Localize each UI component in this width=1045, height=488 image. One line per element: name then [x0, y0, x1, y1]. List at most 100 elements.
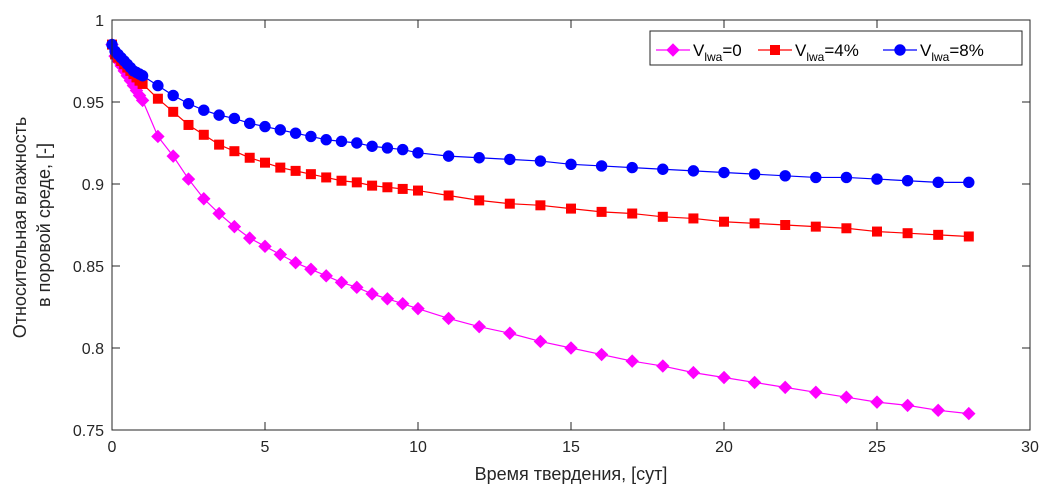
data-point [151, 129, 165, 144]
data-point [228, 112, 241, 125]
data-point [335, 135, 348, 148]
x-tick-label: 10 [409, 439, 427, 456]
data-point [596, 206, 607, 217]
data-point [260, 157, 270, 168]
data-point [839, 390, 854, 404]
data-point [748, 168, 761, 180]
data-point [687, 165, 700, 177]
data-point [412, 147, 424, 159]
data-point [566, 203, 576, 214]
data-point [288, 256, 303, 270]
data-point [872, 226, 882, 237]
data-point [779, 170, 791, 182]
legend-box [649, 30, 1023, 66]
legend-label-lwa-8: Vlwa=8% [920, 41, 984, 64]
legend-label-sub: lwa [806, 50, 824, 64]
data-point [198, 129, 209, 140]
data-point [382, 182, 393, 193]
data-point [244, 152, 255, 163]
data-point [810, 221, 821, 232]
series-layer [105, 37, 976, 421]
data-point [181, 172, 196, 186]
y-tick-label: 1 [95, 13, 104, 30]
data-point [962, 406, 976, 421]
legend-label-main: V [795, 41, 807, 60]
data-point [182, 97, 195, 110]
legend-label-main: V [693, 41, 705, 60]
x-tick-label: 30 [1021, 439, 1039, 456]
y-tick-label: 0.75 [73, 423, 104, 440]
data-point [627, 208, 638, 219]
data-point [535, 200, 546, 211]
plot-area [112, 20, 1030, 430]
data-point [213, 109, 225, 121]
data-point [365, 287, 379, 301]
data-point [441, 311, 456, 326]
data-point [594, 347, 609, 362]
y-axis-label-line-1: Относительная влажность [10, 117, 30, 339]
data-point [274, 124, 286, 136]
data-point [227, 219, 242, 234]
x-axis-label: Время твердения, [сут] [475, 464, 668, 484]
data-point [533, 334, 548, 349]
data-point [320, 134, 332, 146]
data-point [534, 155, 547, 167]
data-point [411, 301, 425, 316]
data-point [474, 195, 485, 206]
data-point [168, 106, 179, 117]
data-point [900, 398, 915, 413]
y-axis-label-line-2: в поровой среде, [-] [34, 143, 54, 307]
x-tick-label: 5 [261, 439, 270, 456]
data-point [565, 158, 577, 171]
data-point [595, 160, 608, 172]
data-point [717, 370, 731, 385]
data-point [380, 292, 395, 306]
data-point [963, 231, 974, 242]
data-point [367, 180, 378, 191]
data-point [289, 127, 302, 139]
data-point [319, 269, 333, 283]
data-point [473, 152, 485, 164]
data-point [443, 190, 454, 201]
legend-label-suffix: =0 [722, 41, 741, 60]
legend-label-suffix: =8% [949, 41, 984, 60]
data-point [504, 153, 516, 166]
data-point [503, 326, 517, 340]
data-point [749, 218, 760, 229]
series-lwa-0 [105, 37, 976, 421]
data-point [656, 359, 670, 373]
legend-marker-lwa-8 [894, 44, 906, 56]
data-point [780, 220, 791, 230]
y-axis-label: Относительная влажность в поровой среде,… [10, 112, 54, 339]
data-point [397, 143, 409, 156]
data-point [719, 216, 729, 227]
legend-marker-lwa-0 [666, 43, 680, 57]
data-point [625, 354, 639, 368]
legend: Vlwa=0 Vlwa=4% Vlwa=8% [649, 30, 1023, 66]
data-point [136, 70, 149, 82]
data-point [198, 104, 210, 116]
data-point [244, 117, 256, 130]
data-point [564, 341, 578, 355]
legend-label-lwa-4: Vlwa=4% [795, 41, 859, 64]
legend-label-sub: lwa [704, 50, 722, 64]
data-point [657, 211, 668, 222]
data-point [334, 275, 349, 290]
data-point [259, 120, 271, 133]
data-point [472, 319, 486, 334]
data-point [290, 165, 301, 176]
data-point [135, 93, 150, 108]
data-point [626, 161, 638, 174]
data-point [275, 162, 286, 173]
data-point [931, 403, 945, 418]
data-point [686, 365, 701, 380]
data-point [152, 79, 164, 92]
series-lwa-8 [106, 38, 975, 189]
y-tick-label: 0.8 [82, 341, 104, 358]
legend-label-lwa-0: Vlwa=0 [693, 41, 742, 64]
data-point [963, 176, 975, 189]
data-point [305, 169, 316, 180]
data-point [258, 239, 272, 254]
data-point [901, 175, 914, 187]
data-point [657, 163, 669, 175]
